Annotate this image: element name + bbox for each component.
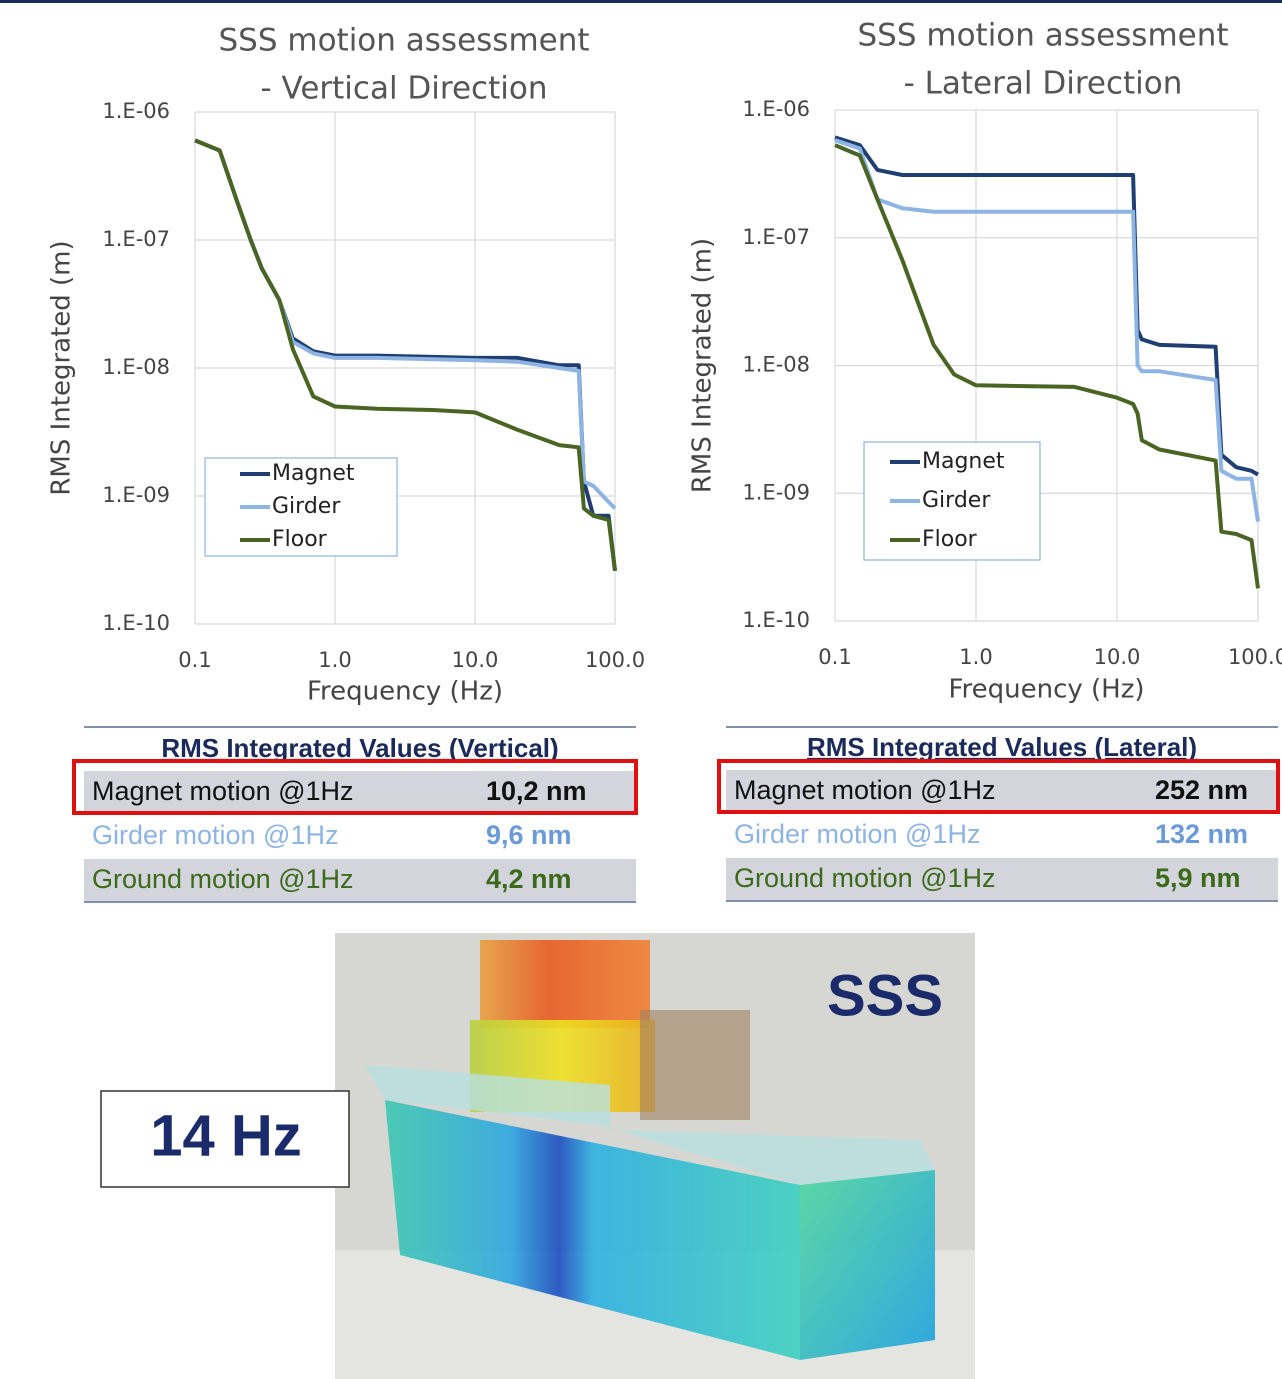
chart: SSS motion assessment - Vertical Directio… bbox=[47, 23, 646, 707]
row-value: 4,2 nm bbox=[486, 864, 572, 894]
x-tick-label: 10.0 bbox=[452, 648, 499, 672]
row-value: 9,6 nm bbox=[486, 820, 572, 850]
chart-subtitle: - Lateral Direction bbox=[904, 66, 1183, 102]
row-value: 10,2 nm bbox=[486, 776, 587, 806]
highlight-box bbox=[72, 759, 638, 815]
x-tick-label: 10.0 bbox=[1094, 645, 1141, 669]
row-label: Magnet motion @1Hz bbox=[734, 775, 996, 805]
highlight-box bbox=[717, 759, 1280, 814]
chart: SSS motion assessment - Lateral Direction… bbox=[688, 18, 1282, 705]
row-band bbox=[84, 771, 636, 815]
legend-box bbox=[204, 457, 398, 557]
row-label: Girder motion @1Hz bbox=[92, 820, 338, 850]
series-line bbox=[194, 138, 617, 572]
girder-end bbox=[800, 1170, 935, 1360]
row-label: Girder motion @1Hz bbox=[734, 819, 980, 849]
y-axis-label: RMS Integrated (m) bbox=[47, 240, 77, 495]
y-tick-label: 1.E-07 bbox=[742, 225, 810, 249]
x-tick-label: 0.1 bbox=[178, 648, 211, 672]
legend-label: Magnet bbox=[922, 449, 1005, 474]
x-axis-label: Frequency (Hz) bbox=[307, 677, 503, 707]
y-tick-label: 1.E-07 bbox=[102, 227, 170, 251]
chart-title: SSS motion assessment bbox=[218, 23, 589, 59]
legend-label: Floor bbox=[272, 527, 328, 552]
x-tick-label: 1.0 bbox=[959, 645, 992, 669]
y-axis-label: RMS Integrated (m) bbox=[688, 238, 718, 493]
x-axis-label: Frequency (Hz) bbox=[948, 675, 1144, 705]
y-tick-label: 1.E-09 bbox=[102, 483, 170, 507]
girder-top bbox=[365, 1065, 935, 1185]
row-label: Ground motion @1Hz bbox=[92, 864, 354, 894]
legend-label: Girder bbox=[272, 494, 341, 519]
y-tick-label: 1.E-08 bbox=[102, 355, 170, 379]
y-tick-label: 1.E-08 bbox=[742, 353, 810, 377]
top-border bbox=[0, 0, 1282, 3]
series-line bbox=[834, 138, 1260, 522]
row-value: 252 nm bbox=[1155, 775, 1248, 805]
legend-label: Floor bbox=[922, 527, 978, 552]
x-tick-label: 100.0 bbox=[585, 648, 645, 672]
series-line bbox=[834, 135, 1260, 477]
series-line bbox=[194, 138, 617, 510]
table-title: RMS Integrated Values (Vertical) bbox=[161, 733, 558, 763]
y-tick-label: 1.E-06 bbox=[102, 99, 170, 123]
table-title: RMS Integrated Values (Lateral) bbox=[807, 732, 1197, 762]
model-label: SSS bbox=[827, 963, 943, 1028]
row-value: 5,9 nm bbox=[1155, 863, 1241, 893]
table-vertical: RMS Integrated Values (Vertical) Magnet … bbox=[72, 726, 638, 903]
legend-label: Magnet bbox=[272, 461, 355, 486]
girder-side bbox=[385, 1100, 800, 1360]
series-line bbox=[834, 143, 1260, 589]
row-band bbox=[84, 859, 636, 902]
x-tick-label: 1.0 bbox=[318, 648, 351, 672]
x-tick-label: 100.0 bbox=[1228, 645, 1282, 669]
row-label: Magnet motion @1Hz bbox=[92, 776, 354, 806]
y-tick-label: 1.E-09 bbox=[742, 480, 810, 504]
row-band bbox=[726, 770, 1278, 814]
chart-title: SSS motion assessment bbox=[857, 18, 1228, 54]
chart-subtitle: - Vertical Direction bbox=[261, 71, 548, 107]
y-tick-label: 1.E-06 bbox=[742, 97, 810, 121]
fem-picture: SSS 14 Hz bbox=[100, 933, 975, 1379]
row-label: Ground motion @1Hz bbox=[734, 863, 996, 893]
mode-label: 14 Hz bbox=[150, 1103, 302, 1168]
y-tick-label: 1.E-10 bbox=[102, 611, 170, 635]
row-band bbox=[726, 858, 1278, 901]
magnet-top bbox=[480, 940, 650, 1028]
legend-label: Girder bbox=[922, 488, 991, 513]
table-lateral: RMS Integrated Values (Lateral) Magnet m… bbox=[717, 726, 1280, 902]
row-value: 132 nm bbox=[1155, 819, 1248, 849]
mode-box bbox=[100, 1090, 350, 1188]
y-tick-label: 1.E-10 bbox=[742, 608, 810, 632]
x-tick-label: 0.1 bbox=[818, 645, 851, 669]
coil bbox=[640, 1010, 750, 1120]
